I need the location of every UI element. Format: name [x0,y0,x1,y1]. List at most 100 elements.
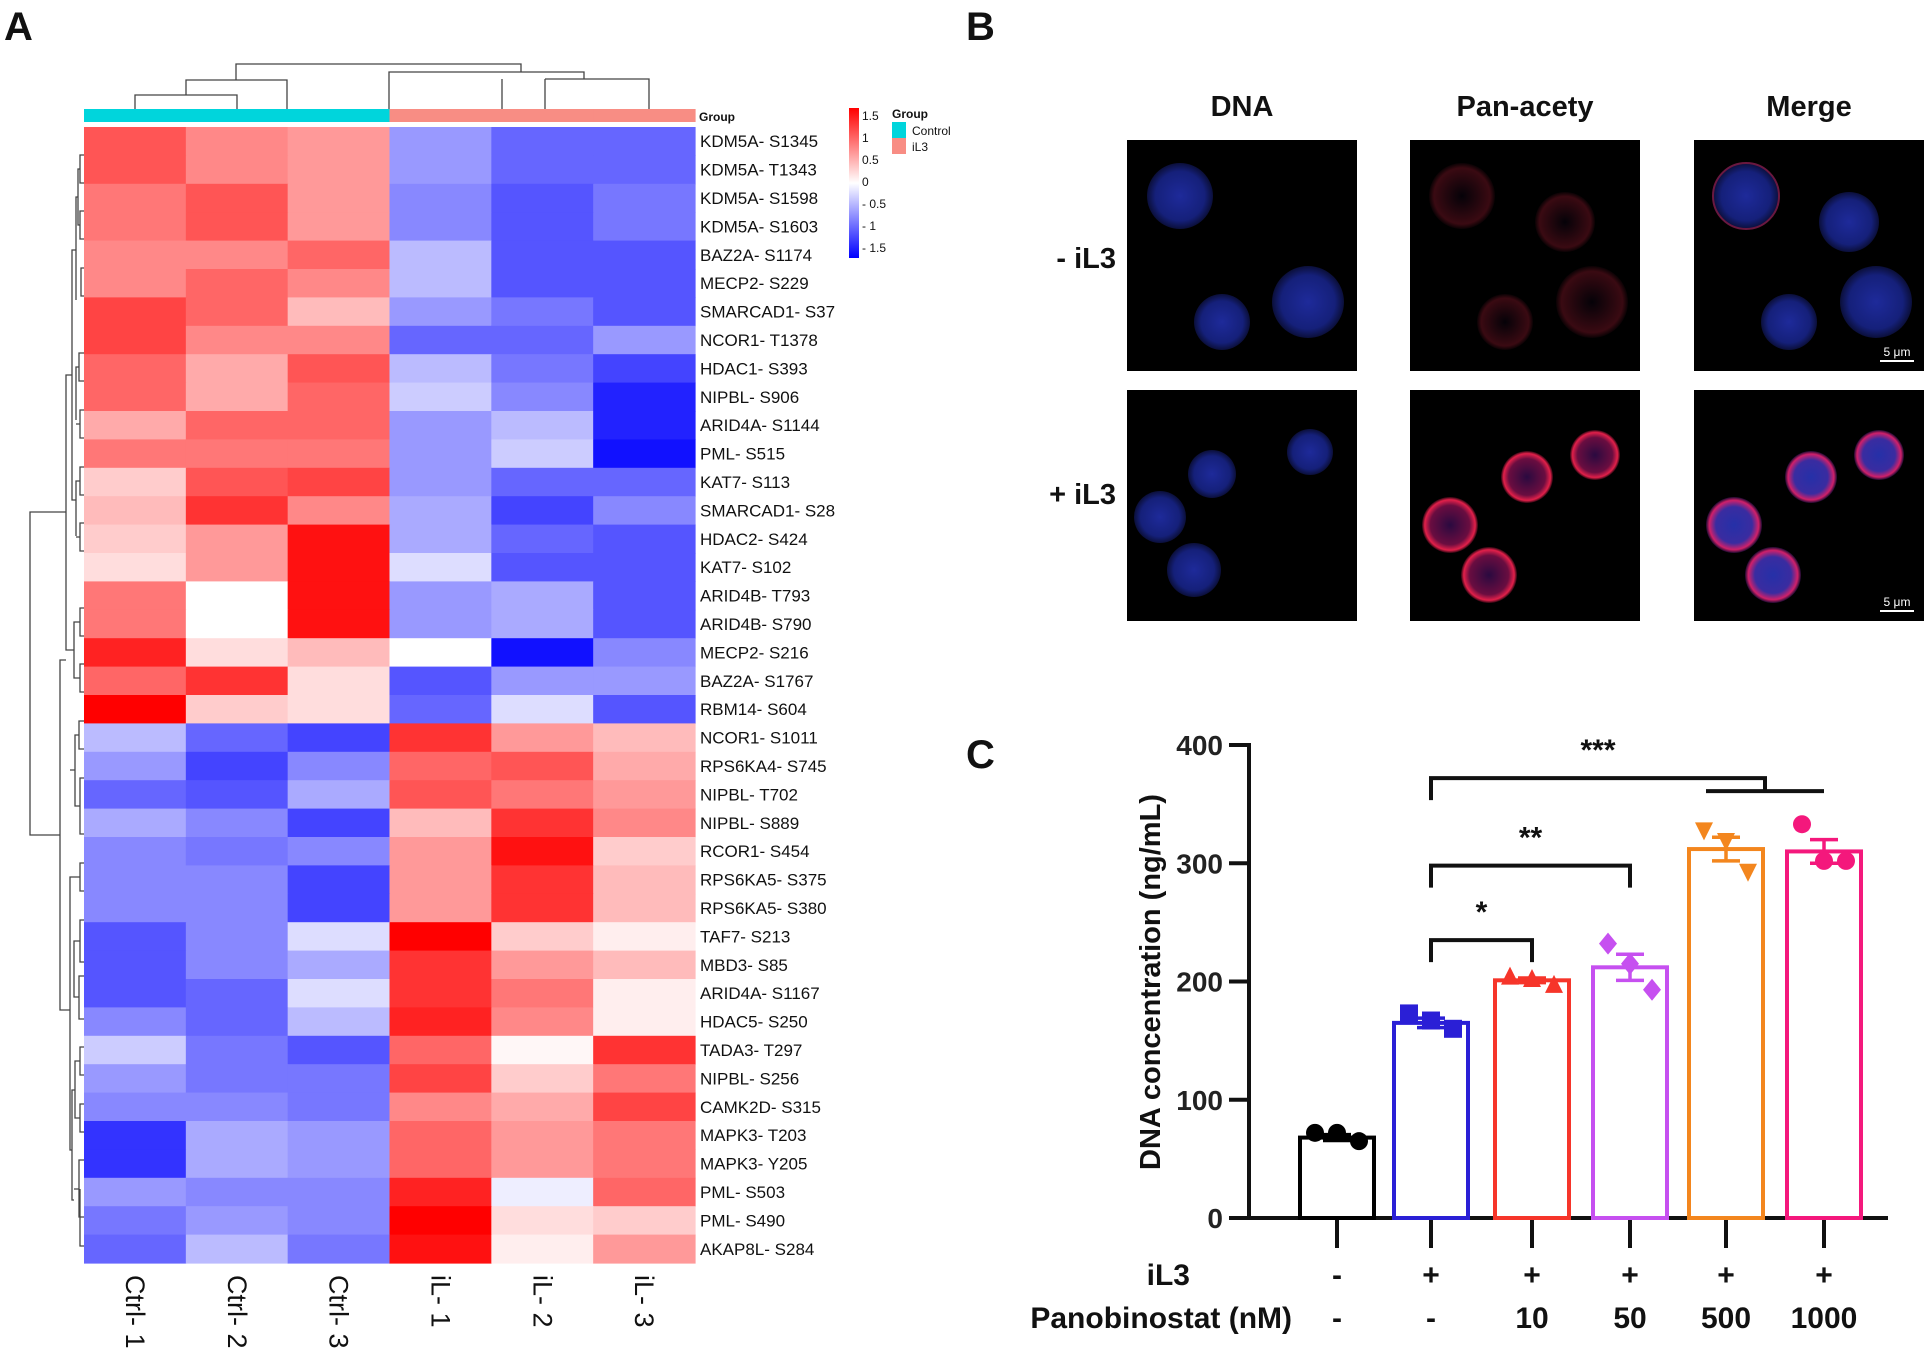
group-annotation-cell [185,109,289,122]
heatmap-cell [287,127,391,156]
heatmap-cell [389,325,492,355]
bar [1298,1135,1376,1220]
heatmap-cell [491,240,594,270]
data-point [1837,851,1855,870]
heatmap-cell [84,695,187,724]
scale-tick-label: 0.5 [862,153,879,167]
image-merge-plus-il3: 5 μm [1694,390,1924,621]
heatmap-cell [593,127,696,156]
heatmap-cell [593,411,696,440]
heatmap-cell [389,865,492,895]
heatmap-cell [491,1035,594,1065]
significance-label: *** [1580,734,1615,767]
heatmap-cell [185,524,289,554]
row-label: ARID4B- T793 [700,587,810,606]
row-label: NIPBL- S906 [700,388,799,407]
heatmap-cell [185,496,289,526]
heatmap-cell [287,666,391,696]
heatmap-cell [185,382,289,412]
heatmap-cell [84,155,187,185]
heatmap-cell [185,1035,289,1065]
heatmap-cell [593,212,696,242]
heatmap-cell [185,325,289,355]
il3-value: + [1717,1259,1735,1292]
image-merge-minus-il3: 5 μm [1694,140,1924,371]
data-point [1328,1123,1346,1142]
heatmap-cell [287,893,391,923]
panel-label-a: A [4,5,33,49]
data-point [1717,832,1735,851]
heatmap-cell [84,893,187,923]
column-header-pan-acety: Pan-acety [1456,91,1593,123]
data-point [1523,968,1541,987]
heatmap-cell [84,837,187,866]
il3-value: + [1523,1259,1541,1292]
column-label: Ctrl- 3 [324,1275,354,1349]
row-label: AKAP8L- S284 [700,1240,814,1259]
heatmap-cell [389,354,492,384]
group-annotation-cell [84,109,187,122]
heatmap-cell [185,780,289,810]
panobinostat-value: - [1426,1302,1436,1335]
heatmap-cell [287,1121,391,1150]
heatmap-cell [491,553,594,582]
heatmap-cell [287,865,391,895]
bar [1785,849,1863,1220]
heatmap-cell [84,496,187,526]
image-pan-acety-minus-il3 [1410,140,1640,371]
heatmap-cell [593,1206,696,1236]
heatmap-cell [287,1035,391,1065]
heatmap-cell [593,155,696,185]
heatmap-cell [287,183,391,213]
heatmap-cell [287,723,391,753]
heatmap-cell [287,354,391,384]
heatmap-cell [491,1149,594,1179]
heatmap-cell [84,1149,187,1179]
significance-bracket: *** [1429,734,1824,801]
heatmap-cell [593,893,696,923]
heatmap-cell [593,325,696,355]
row-label: NIPBL- T702 [700,785,798,804]
data-point [1793,815,1811,834]
heatmap-cell [84,1007,187,1037]
group-annotation-cell [593,109,696,122]
y-axis-label: DNA concentration (ng/mL) [1135,794,1167,1170]
heatmap-cell [185,1177,289,1207]
scale-tick-label: - 0.5 [862,197,886,211]
heatmap-cell [491,865,594,895]
row-label-minus-il3: - iL3 [1056,243,1116,275]
heatmap-cell [84,183,187,213]
heatmap-cell [84,325,187,355]
heatmap-cell [389,127,492,156]
row-label: KAT7- S102 [700,558,791,577]
bar-group [1493,966,1571,1220]
heatmap-cell [389,1092,492,1122]
bar-group [1687,822,1765,1220]
heatmap-cell [491,695,594,724]
panobinostat-value: - [1332,1302,1342,1335]
data-point [1501,966,1519,985]
heatmap-cell [287,524,391,554]
heatmap-cell [84,297,187,327]
heatmap-cell [185,1234,289,1264]
heatmap-cell [287,297,391,327]
heatmap-cell [185,297,289,327]
data-point [1545,974,1563,993]
significance-label: ** [1519,822,1543,855]
heatmap-cell [185,439,289,469]
legend-swatch-control [892,122,906,138]
heatmap-cell [84,411,187,440]
heatmap-cell [185,808,289,838]
heatmap-cell [491,183,594,213]
row-label: MAPK3- Y205 [700,1155,807,1174]
heatmap-cell [593,837,696,866]
row-label: HDAC5- S250 [700,1013,808,1032]
y-tick-label: 0 [1207,1203,1223,1234]
heatmap-cell [84,979,187,1008]
heatmap-cell [287,609,391,639]
panel-label-c: C [966,733,995,777]
significance-label: * [1476,896,1488,929]
row-dendrogram [29,154,84,1247]
column-label: Ctrl- 2 [222,1275,252,1349]
heatmap-cell [84,638,187,668]
